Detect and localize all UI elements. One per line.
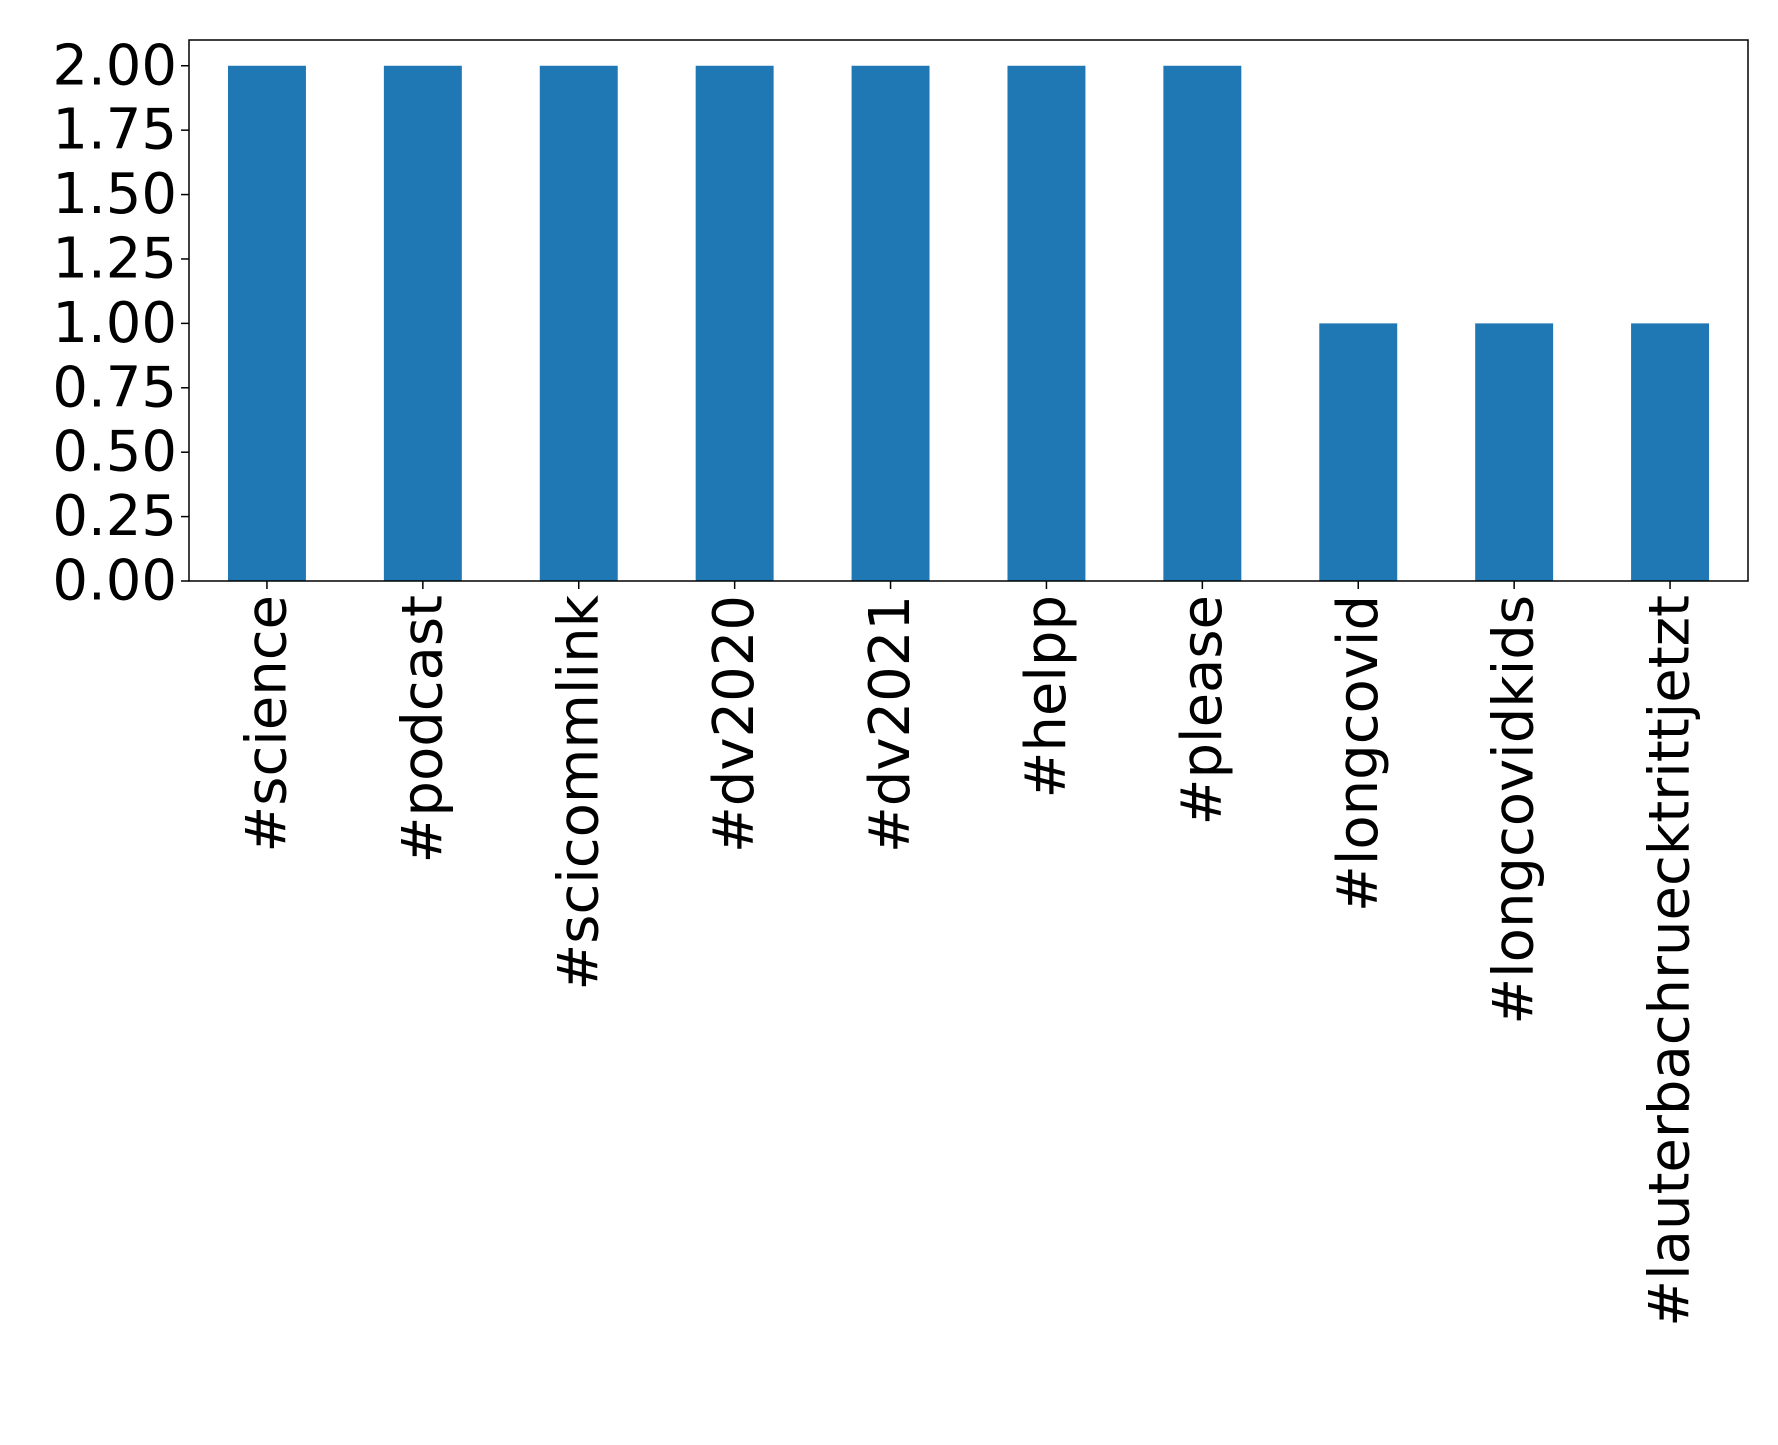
y-tick-label: 0.00 — [52, 549, 177, 614]
bar — [1475, 323, 1554, 581]
x-tick-label: #science — [234, 595, 299, 853]
x-tick-label: #helpp — [1014, 595, 1079, 799]
y-tick-label: 0.25 — [52, 484, 177, 549]
y-tick-label: 1.25 — [52, 226, 177, 291]
x-tick-label: #dv2020 — [702, 595, 767, 853]
bar — [1163, 65, 1242, 581]
bar — [695, 65, 774, 581]
x-tick-label: #lauterbachruecktrittjetzt — [1638, 595, 1703, 1327]
x-tick-label: #please — [1170, 595, 1235, 825]
x-tick-label: #longcovid — [1326, 595, 1391, 912]
bar — [851, 65, 930, 581]
bar — [1631, 323, 1710, 581]
y-tick-label: 0.50 — [52, 420, 177, 485]
y-tick-label: 1.00 — [52, 291, 177, 356]
x-tick-label: #scicommlink — [546, 594, 611, 990]
x-tick-label: #podcast — [390, 595, 455, 864]
bar — [539, 65, 618, 581]
bar — [227, 65, 306, 581]
y-tick-label: 1.75 — [52, 98, 177, 163]
bar — [1007, 65, 1086, 581]
bar — [383, 65, 462, 581]
y-tick-label: 1.50 — [52, 162, 177, 227]
bar — [1319, 323, 1398, 581]
x-tick-label: #dv2021 — [858, 595, 923, 853]
x-tick-label: #longcovidkids — [1482, 595, 1547, 1025]
y-tick-label: 2.00 — [52, 33, 177, 98]
y-tick-label: 0.75 — [52, 355, 177, 420]
plot-frame — [188, 39, 1749, 582]
